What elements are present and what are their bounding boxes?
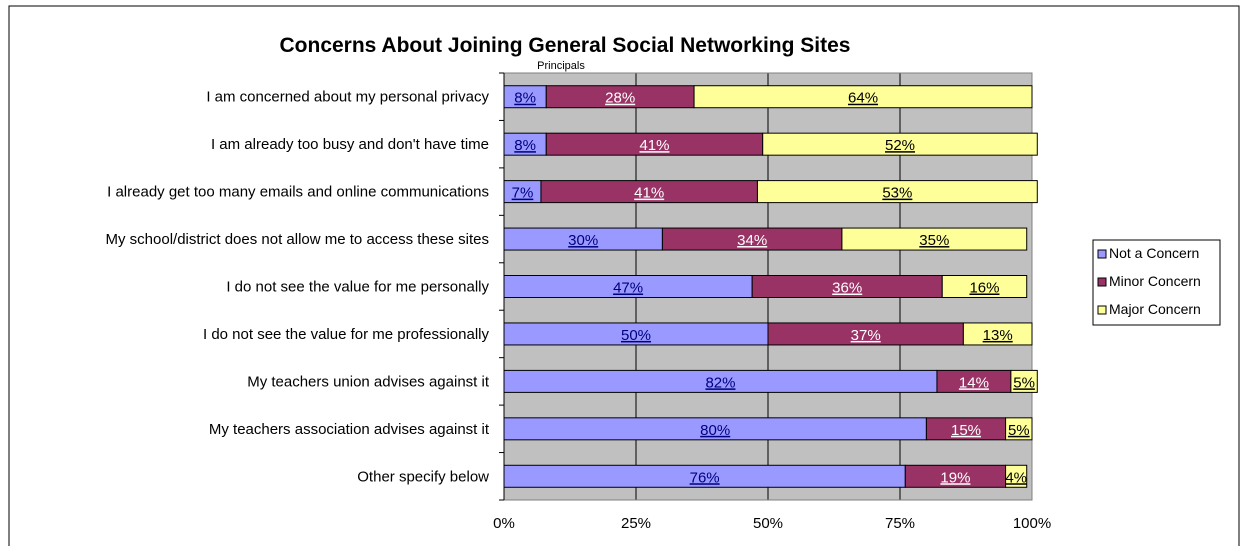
data-label: 34%	[737, 232, 767, 249]
data-label: 64%	[848, 90, 878, 107]
legend-swatch	[1097, 277, 1107, 287]
data-label: 36%	[832, 280, 862, 297]
bar-segment	[756, 180, 1038, 204]
data-label: 4%	[1005, 469, 1027, 486]
x-tick-label: 75%	[885, 515, 915, 532]
legend-swatch	[1097, 249, 1107, 259]
data-label: 15%	[951, 422, 981, 439]
x-tick-label: 25%	[621, 515, 651, 532]
category-label: I am already too busy and don't have tim…	[211, 136, 489, 153]
bar-segment	[693, 85, 1033, 109]
data-label: 28%	[605, 90, 635, 107]
bar-segment	[841, 227, 1028, 251]
data-label: 19%	[940, 469, 970, 486]
bar-segment	[762, 132, 1038, 156]
legend-label: Minor Concern	[1109, 273, 1201, 289]
bar-segment	[1005, 417, 1033, 441]
category-label: I do not see the value for me profession…	[203, 326, 489, 343]
x-tick-label: 0%	[493, 515, 515, 532]
data-label: 16%	[969, 280, 999, 297]
bar-segment	[1010, 369, 1038, 393]
category-label: My teachers union advises against it	[247, 373, 490, 390]
data-label: 41%	[634, 185, 664, 202]
category-label: I do not see the value for me personally	[226, 279, 489, 296]
data-label: 7%	[512, 185, 534, 202]
data-label: 50%	[621, 327, 651, 344]
category-label: Other specify below	[357, 468, 489, 485]
legend-label: Not a Concern	[1109, 245, 1199, 261]
x-tick-label: 50%	[753, 515, 783, 532]
data-label: 5%	[1008, 422, 1030, 439]
data-label: 8%	[514, 90, 536, 107]
legend-box	[1092, 239, 1221, 326]
bar-segment	[962, 322, 1033, 346]
category-label: I already get too many emails and online…	[107, 184, 489, 201]
data-label: 8%	[514, 137, 536, 154]
data-label: 13%	[983, 327, 1013, 344]
data-label: 30%	[568, 232, 598, 249]
data-label: 5%	[1013, 374, 1035, 391]
data-label: 35%	[919, 232, 949, 249]
data-label: 80%	[700, 422, 730, 439]
legend-label: Major Concern	[1109, 301, 1201, 317]
data-label: 52%	[885, 137, 915, 154]
data-label: 14%	[959, 374, 989, 391]
bar-segment	[941, 275, 1028, 298]
bar-segment	[1005, 464, 1028, 488]
plot-area: 0% 25% 50% 75% 100% I am concerned about my p…	[106, 72, 1051, 532]
x-tick-label: 100%	[1013, 515, 1051, 532]
legend-swatch	[1097, 305, 1107, 315]
data-label: 76%	[690, 469, 720, 486]
category-label: I am concerned about my personal privacy	[206, 89, 489, 106]
category-label: My teachers association advises against …	[209, 421, 490, 438]
data-label: 53%	[882, 185, 912, 202]
category-label: My school/district does not allow me to …	[106, 231, 490, 248]
chart-subtitle: Principals	[537, 60, 585, 72]
data-label: 41%	[639, 137, 669, 154]
legend: Not a Concern Minor Concern Major Concern	[1092, 239, 1221, 326]
data-label: 47%	[613, 280, 643, 297]
chart-title: Concerns About Joining General Social Ne…	[280, 34, 851, 57]
data-label: 37%	[851, 327, 881, 344]
data-label: 82%	[705, 374, 735, 391]
